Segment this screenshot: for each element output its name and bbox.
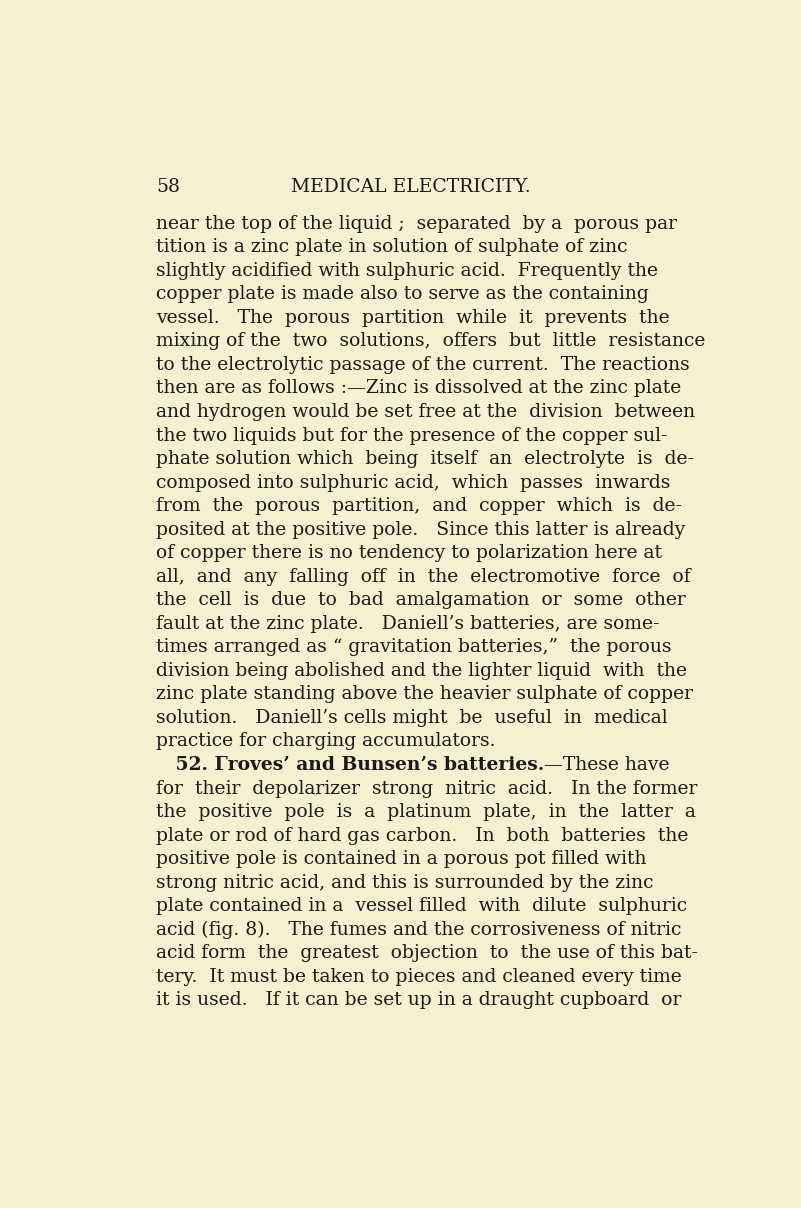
Text: to the electrolytic passage of the current.  The reactions: to the electrolytic passage of the curre… [156,356,690,374]
Text: MEDICAL ELECTRICITY.: MEDICAL ELECTRICITY. [291,178,530,196]
Text: times arranged as “ gravitation batteries,”  the porous: times arranged as “ gravitation batterie… [156,638,671,656]
Text: strong nitric acid, and this is surrounded by the zinc: strong nitric acid, and this is surround… [156,873,654,892]
Text: posited at the positive pole.   Since this latter is already: posited at the positive pole. Since this… [156,521,685,539]
Text: mixing of the  two  solutions,  offers  but  little  resistance: mixing of the two solutions, offers but … [156,332,706,350]
Text: it is used.   If it can be set up in a draught cupboard  or: it is used. If it can be set up in a dra… [156,992,682,1010]
Text: positive pole is contained in a porous pot filled with: positive pole is contained in a porous p… [156,850,646,869]
Text: slightly acidified with sulphuric acid.  Frequently the: slightly acidified with sulphuric acid. … [156,262,658,280]
Text: tery.  It must be taken to pieces and cleaned every time: tery. It must be taken to pieces and cle… [156,968,682,986]
Text: vessel.   The  porous  partition  while  it  prevents  the: vessel. The porous partition while it pr… [156,309,670,327]
Text: —These have: —These have [544,756,670,774]
Text: practice for charging accumulators.: practice for charging accumulators. [156,732,496,750]
Text: phate solution which  being  itself  an  electrolyte  is  de-: phate solution which being itself an ele… [156,451,694,467]
Text: of copper there is no tendency to polarization here at: of copper there is no tendency to polari… [156,544,662,562]
Text: plate or rod of hard gas carbon.   In  both  batteries  the: plate or rod of hard gas carbon. In both… [156,826,688,844]
Text: from  the  porous  partition,  and  copper  which  is  de-: from the porous partition, and copper wh… [156,498,682,515]
Text: acid (fig. 8).   The fumes and the corrosiveness of nitric: acid (fig. 8). The fumes and the corrosi… [156,920,682,939]
Text: for  their  depolarizer  strong  nitric  acid.   In the former: for their depolarizer strong nitric acid… [156,779,698,797]
Text: acid form  the  greatest  objection  to  the use of this bat-: acid form the greatest objection to the … [156,945,698,963]
Text: all,  and  any  falling  off  in  the  electromotive  force  of: all, and any falling off in the electrom… [156,568,690,586]
Text: zinc plate standing above the heavier sulphate of copper: zinc plate standing above the heavier su… [156,685,693,703]
Text: 52. Γroves’ and Bunsen’s batteries.: 52. Γroves’ and Bunsen’s batteries. [156,756,544,774]
Text: the two liquids but for the presence of the copper sul-: the two liquids but for the presence of … [156,426,667,445]
Text: fault at the zinc plate.   Daniell’s batteries, are some-: fault at the zinc plate. Daniell’s batte… [156,615,659,633]
Text: copper plate is made also to serve as the containing: copper plate is made also to serve as th… [156,285,649,303]
Text: composed into sulphuric acid,  which  passes  inwards: composed into sulphuric acid, which pass… [156,474,670,492]
Text: 58: 58 [156,178,180,196]
Text: near the top of the liquid ;  separated  by a  porous par: near the top of the liquid ; separated b… [156,215,677,233]
Text: then are as follows :—Zinc is dissolved at the zinc plate: then are as follows :—Zinc is dissolved … [156,379,681,397]
Text: tition is a zinc plate in solution of sulphate of zinc: tition is a zinc plate in solution of su… [156,238,627,256]
Text: solution.   Daniell’s cells might  be  useful  in  medical: solution. Daniell’s cells might be usefu… [156,709,667,727]
Text: the  positive  pole  is  a  platinum  plate,  in  the  latter  a: the positive pole is a platinum plate, i… [156,803,696,821]
Text: division being abolished and the lighter liquid  with  the: division being abolished and the lighter… [156,662,687,680]
Text: plate contained in a  vessel filled  with  dilute  sulphuric: plate contained in a vessel filled with … [156,898,687,916]
Text: and hydrogen would be set free at the  division  between: and hydrogen would be set free at the di… [156,403,695,420]
Text: the  cell  is  due  to  bad  amalgamation  or  some  other: the cell is due to bad amalgamation or s… [156,591,686,609]
